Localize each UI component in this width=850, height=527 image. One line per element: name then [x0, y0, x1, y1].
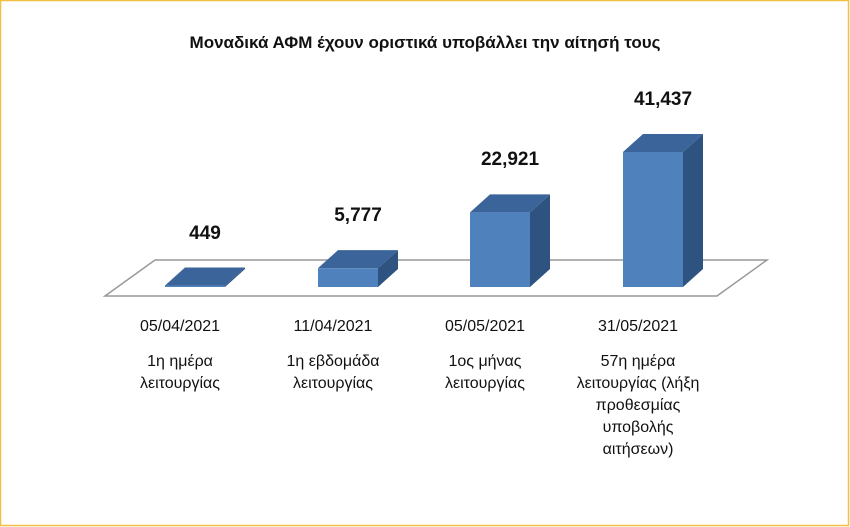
category-description: 1ος μήνας λειτουργίας [444, 353, 526, 392]
x-tick-label: 31/05/2021 [597, 318, 679, 335]
value-label: 22,921 [480, 149, 540, 171]
category-description: 1η εβδομάδα λειτουργίας [286, 353, 380, 392]
bar [470, 212, 530, 287]
bar [165, 285, 225, 287]
chart-title: Μοναδικά ΑΦΜ έχουν οριστικά υποβάλλει τη… [189, 33, 661, 52]
bar-side [530, 194, 550, 287]
category-description: 57η ημέρα λειτουργίας (λήξη προθεσμίας υ… [576, 353, 700, 458]
x-tick-label: 05/04/2021 [139, 318, 221, 335]
bar [623, 152, 683, 287]
floor [102, 259, 770, 297]
x-tick-label: 11/04/2021 [293, 318, 373, 335]
bar-top [165, 267, 245, 286]
bar-side [683, 134, 703, 287]
value-label: 5,777 [334, 205, 382, 227]
bar-top [318, 250, 398, 269]
bar-top [470, 194, 550, 213]
value-label: 449 [189, 222, 221, 244]
category-description: 1η ημέρα λειτουργίας [139, 353, 221, 392]
x-tick-label: 05/05/2021 [444, 318, 526, 335]
bar [318, 268, 378, 287]
value-label: 41,437 [633, 89, 693, 110]
bar-side [225, 267, 245, 287]
bar-top [623, 134, 703, 152]
bar-side [378, 250, 398, 287]
